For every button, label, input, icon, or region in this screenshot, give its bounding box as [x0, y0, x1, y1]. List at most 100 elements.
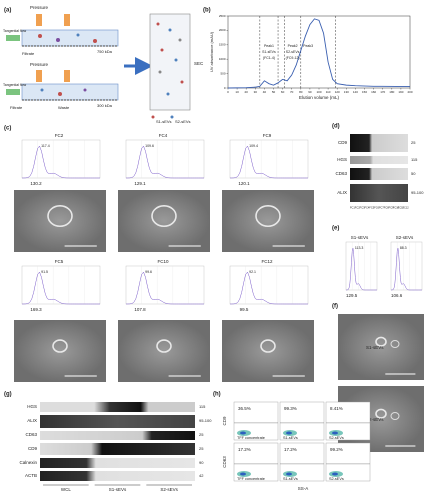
x-tick-label: 120 — [335, 90, 340, 94]
vesicle — [375, 408, 387, 419]
x-tick-label: 130 — [344, 90, 349, 94]
mw-label: 25 — [199, 432, 204, 437]
mw-label: 25 — [199, 446, 204, 451]
x-tick-label: 60 — [281, 90, 285, 94]
label: Pressure — [30, 5, 49, 10]
x-axis-label: Elution volume (mL) — [299, 95, 340, 100]
percentage: 17.2% — [284, 447, 297, 452]
x-tick-label: 20 — [245, 90, 249, 94]
tem-image — [222, 320, 314, 382]
nta-frame — [125, 265, 205, 305]
mean-label: 120.1 — [238, 181, 250, 186]
x-tick-label: 200 — [407, 90, 412, 94]
panel-label: (e) — [332, 226, 339, 232]
events — [332, 431, 338, 435]
sample-label: S2-sEVs — [329, 436, 344, 440]
x-tick-label: 30 — [254, 90, 258, 94]
tem-image — [14, 190, 106, 252]
blot-label: HGS — [27, 404, 37, 409]
label: Filtrate — [22, 51, 35, 56]
plot-title: S2-sEVs — [396, 235, 414, 240]
x-tick-label: 50 — [272, 90, 276, 94]
sample-label: TFF concentrate — [237, 436, 265, 440]
nta-frame — [125, 139, 205, 179]
legend-label: S2-sEVs — [175, 119, 191, 124]
lane-label: FC8 — [384, 206, 389, 210]
y-tick-label: 2500 — [219, 14, 226, 18]
tem-image — [118, 320, 210, 382]
lane-label: FC5 — [369, 206, 374, 210]
line — [227, 18, 411, 89]
mode-label: 91.5 — [41, 270, 48, 274]
nta-curve — [229, 145, 308, 179]
image-label: S2-sEVs — [366, 417, 384, 422]
tem-image — [118, 190, 210, 252]
mw-label: 115 — [199, 404, 206, 409]
x-tick-label: 70 — [290, 90, 294, 94]
nta-frame — [21, 139, 101, 179]
annotation: Peak1 — [264, 44, 274, 48]
legend-label: S1-sEVs — [156, 119, 172, 124]
lane-label: FC12 — [402, 206, 409, 210]
mw-label: 42 — [199, 473, 204, 478]
mw-label: 50 — [411, 171, 416, 176]
lane-label: FC7 — [379, 206, 384, 210]
percentage: 8.41% — [330, 406, 343, 411]
events — [240, 431, 246, 435]
lane-label: FC3 — [360, 206, 365, 210]
annotation: (FC1-4) — [263, 56, 275, 60]
annotation: S2-sEVs — [286, 50, 300, 54]
nta-curve — [21, 145, 100, 179]
y-tick-label: 2000 — [219, 28, 226, 32]
western-blot — [350, 134, 408, 202]
annotation: (FC9-12) — [286, 56, 300, 60]
vesicle — [375, 336, 387, 347]
sample-label: S1-sEVs — [283, 477, 298, 481]
events — [286, 431, 292, 435]
vesicle — [156, 339, 172, 353]
vesicle — [260, 339, 276, 353]
nta-frame — [229, 139, 309, 179]
mean-label: 129.1 — [134, 181, 146, 186]
y-tick-label: 1000 — [219, 57, 226, 61]
plot-title: FC2 — [55, 133, 64, 138]
sample-label: S1-sEVs — [283, 436, 298, 440]
tem-image — [14, 320, 106, 382]
mean-label: 130.2 — [30, 181, 42, 186]
mode-label: 109.4 — [249, 144, 258, 148]
lane-label: FC6 — [374, 206, 379, 210]
label: SEC — [194, 61, 204, 66]
nta-curve — [125, 271, 204, 305]
lane-label: FC11 — [398, 206, 405, 210]
vesicle — [47, 205, 73, 228]
nta-curve — [125, 145, 204, 179]
panel-label: (b) — [203, 8, 211, 14]
y-tick-label: 0 — [224, 86, 226, 90]
plot-title: FC9 — [263, 133, 272, 138]
x-tick-label: 110 — [326, 90, 331, 94]
vesicle — [52, 339, 68, 353]
nta-curve — [229, 271, 308, 305]
group-label: WCL — [61, 487, 71, 492]
plot-title: FC5 — [55, 259, 64, 264]
annotation: S1-sEVs — [262, 50, 276, 54]
vesicle — [390, 412, 400, 420]
annotation: Peak3 — [303, 44, 313, 48]
events — [240, 472, 246, 476]
mean-label: 107.8 — [134, 307, 146, 312]
x-tick-label: 90 — [308, 90, 312, 94]
annotation: Peak2 — [288, 44, 298, 48]
mode-label: 92.1 — [249, 270, 256, 274]
vesicle — [151, 205, 177, 228]
x-tick-label: 180 — [389, 90, 394, 94]
y-tick-label: 500 — [220, 71, 225, 75]
sample-label: TFF concentrate — [237, 477, 265, 481]
panel-label: (g) — [4, 392, 12, 398]
x-tick-label: 10 — [235, 90, 239, 94]
plot-frame — [227, 15, 411, 89]
label: Pressure — [30, 62, 49, 67]
vesicle — [255, 205, 281, 228]
label: Tangential flow — [3, 29, 27, 33]
nta-frame — [229, 265, 309, 305]
